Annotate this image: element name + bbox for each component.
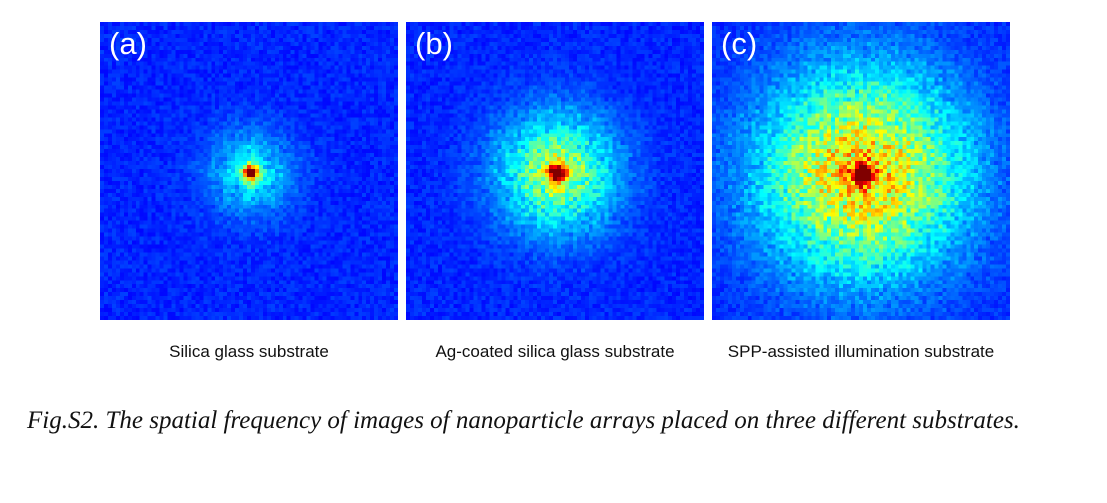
panel-a-letter: (a) <box>109 26 147 61</box>
panel-a-caption: Silica glass substrate <box>169 342 329 361</box>
figure-caption: Fig.S2. The spatial frequency of images … <box>27 407 1020 434</box>
panel-c-spectrum-image: (c) <box>712 22 1010 320</box>
panel-b-heatmap <box>406 22 704 320</box>
panel-b-caption: Ag-coated silica glass substrate <box>435 342 675 361</box>
panel-b-spectrum-image: (b) <box>406 22 704 320</box>
panel-c-letter: (c) <box>721 26 758 61</box>
panel-b-letter: (b) <box>415 26 453 61</box>
panel-c-caption: SPP-assisted illumination substrate <box>727 342 995 361</box>
panel-a-spectrum-image: (a) <box>100 22 398 320</box>
panel-c-heatmap <box>712 22 1010 320</box>
panel-a-heatmap <box>100 22 398 320</box>
